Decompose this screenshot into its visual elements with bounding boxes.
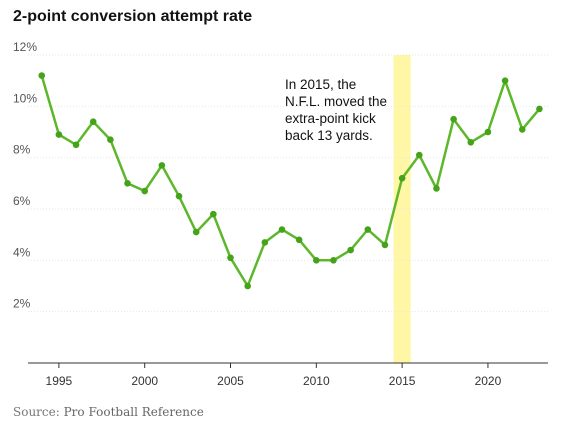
data-point	[467, 138, 475, 146]
y-tick-label: 8%	[13, 143, 31, 157]
y-tick-label: 12%	[13, 40, 37, 54]
y-axis-ticks: 2% 4% 6% 8% 10% 12%	[13, 40, 37, 311]
data-point	[141, 187, 148, 195]
data-point	[433, 185, 440, 192]
data-point	[227, 254, 234, 262]
data-point	[158, 162, 166, 169]
data-points	[38, 72, 543, 290]
data-point	[501, 77, 509, 84]
y-tick-label: 4%	[13, 245, 31, 259]
y-tick-label: 6%	[13, 194, 31, 208]
source-note: Source: Pro Football Reference	[13, 405, 204, 419]
x-tick-label: 2000	[131, 374, 158, 388]
data-point	[72, 141, 80, 149]
annotation-line: back 13 yards.	[285, 128, 373, 143]
x-tick-label: 2010	[303, 374, 330, 388]
data-point	[398, 174, 406, 182]
x-tick-label: 2015	[389, 374, 416, 388]
data-point	[192, 228, 200, 236]
data-point	[124, 180, 131, 187]
source-text: Pro Football Reference	[63, 405, 204, 419]
data-point	[536, 105, 543, 113]
x-tick-label: 1995	[46, 374, 73, 388]
x-tick-label: 2020	[475, 374, 502, 388]
data-point	[295, 236, 303, 244]
data-point	[484, 128, 492, 136]
data-point	[518, 126, 526, 133]
chart-title: 2-point conversion attempt rate	[13, 8, 253, 25]
source-label: Source:	[13, 405, 60, 419]
data-point	[330, 257, 337, 264]
data-point	[38, 72, 46, 79]
data-point	[107, 136, 114, 143]
series-line	[40, 75, 541, 288]
annotation-text: In 2015, the N.F.L. moved the extra-point …	[285, 77, 387, 143]
data-point	[55, 131, 63, 138]
annotation-line: extra-point kick	[285, 111, 376, 126]
highlight-band	[393, 55, 411, 363]
data-point	[415, 151, 423, 159]
annotation-line: In 2015, the	[285, 77, 356, 92]
data-point	[364, 226, 372, 233]
data-point	[89, 118, 97, 126]
annotation-line: N.F.L. moved the	[285, 94, 387, 109]
data-point	[278, 226, 286, 233]
data-point	[313, 257, 320, 264]
x-tick-label: 2005	[217, 374, 244, 388]
data-point	[381, 241, 389, 249]
x-axis-ticks: 1995 2000 2005 2010 2015 2020	[46, 363, 502, 388]
data-point	[347, 246, 354, 254]
data-point	[175, 192, 183, 200]
data-point	[210, 210, 217, 218]
data-point	[244, 282, 251, 290]
y-tick-label: 10%	[13, 91, 37, 105]
data-point	[261, 239, 269, 246]
y-tick-label: 2%	[13, 297, 31, 311]
data-point	[450, 115, 457, 123]
